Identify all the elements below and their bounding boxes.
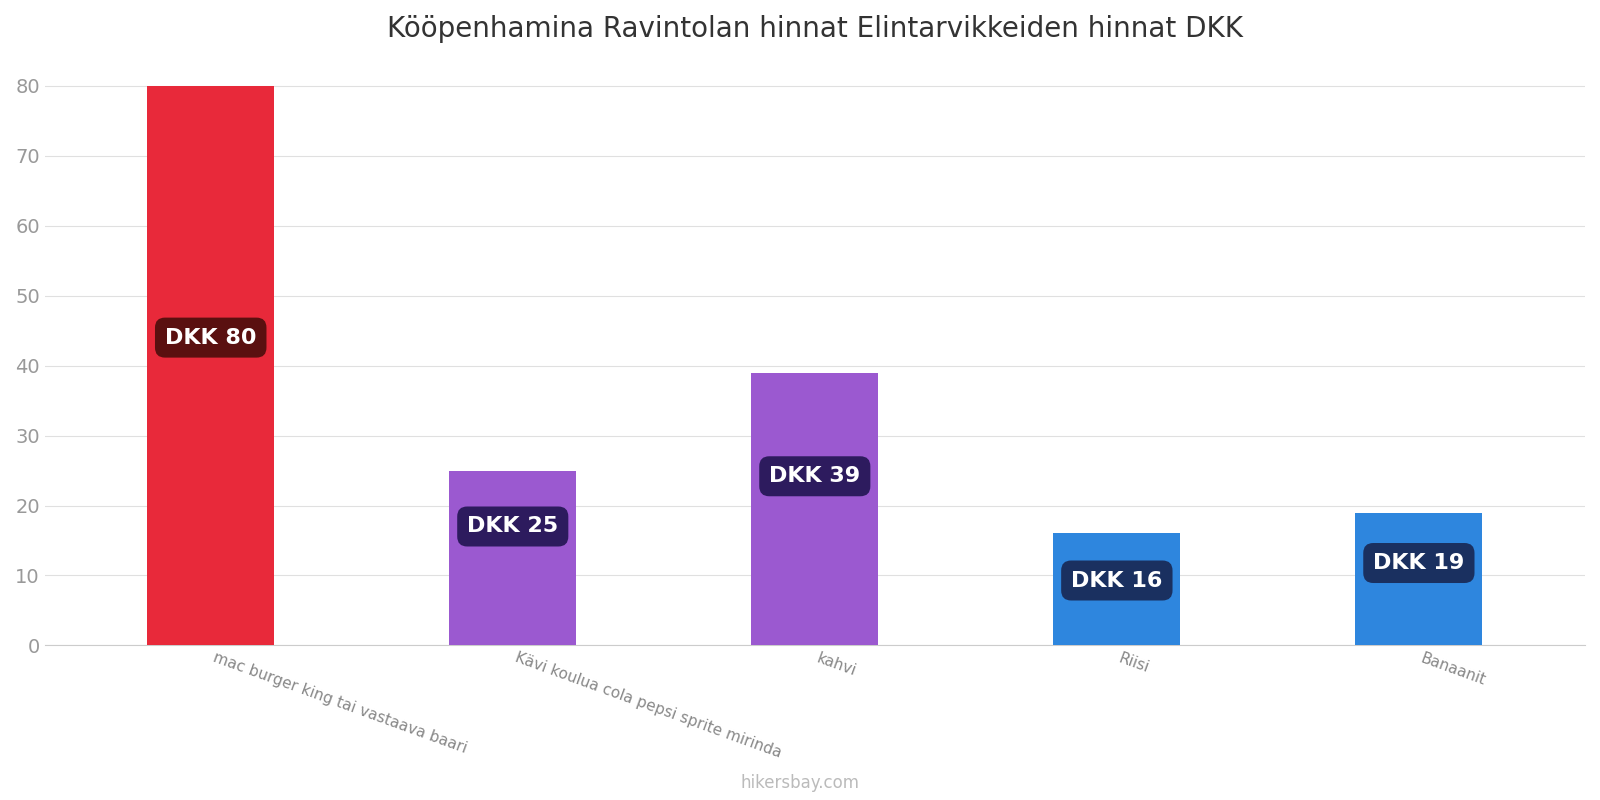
Text: DKK 25: DKK 25 (467, 517, 558, 537)
Text: DKK 39: DKK 39 (770, 466, 861, 486)
Bar (1355, 513, 1482, 646)
Bar (752, 373, 878, 646)
Title: Kööpenhamina Ravintolan hinnat Elintarvikkeiden hinnat DKK: Kööpenhamina Ravintolan hinnat Elintarvi… (387, 15, 1243, 43)
Text: DKK 16: DKK 16 (1070, 570, 1163, 590)
Text: hikersbay.com: hikersbay.com (741, 774, 859, 792)
Text: DKK 80: DKK 80 (165, 328, 256, 348)
Bar (1053, 534, 1181, 646)
Text: DKK 19: DKK 19 (1373, 553, 1464, 573)
Bar (450, 470, 576, 646)
Bar (147, 86, 274, 646)
